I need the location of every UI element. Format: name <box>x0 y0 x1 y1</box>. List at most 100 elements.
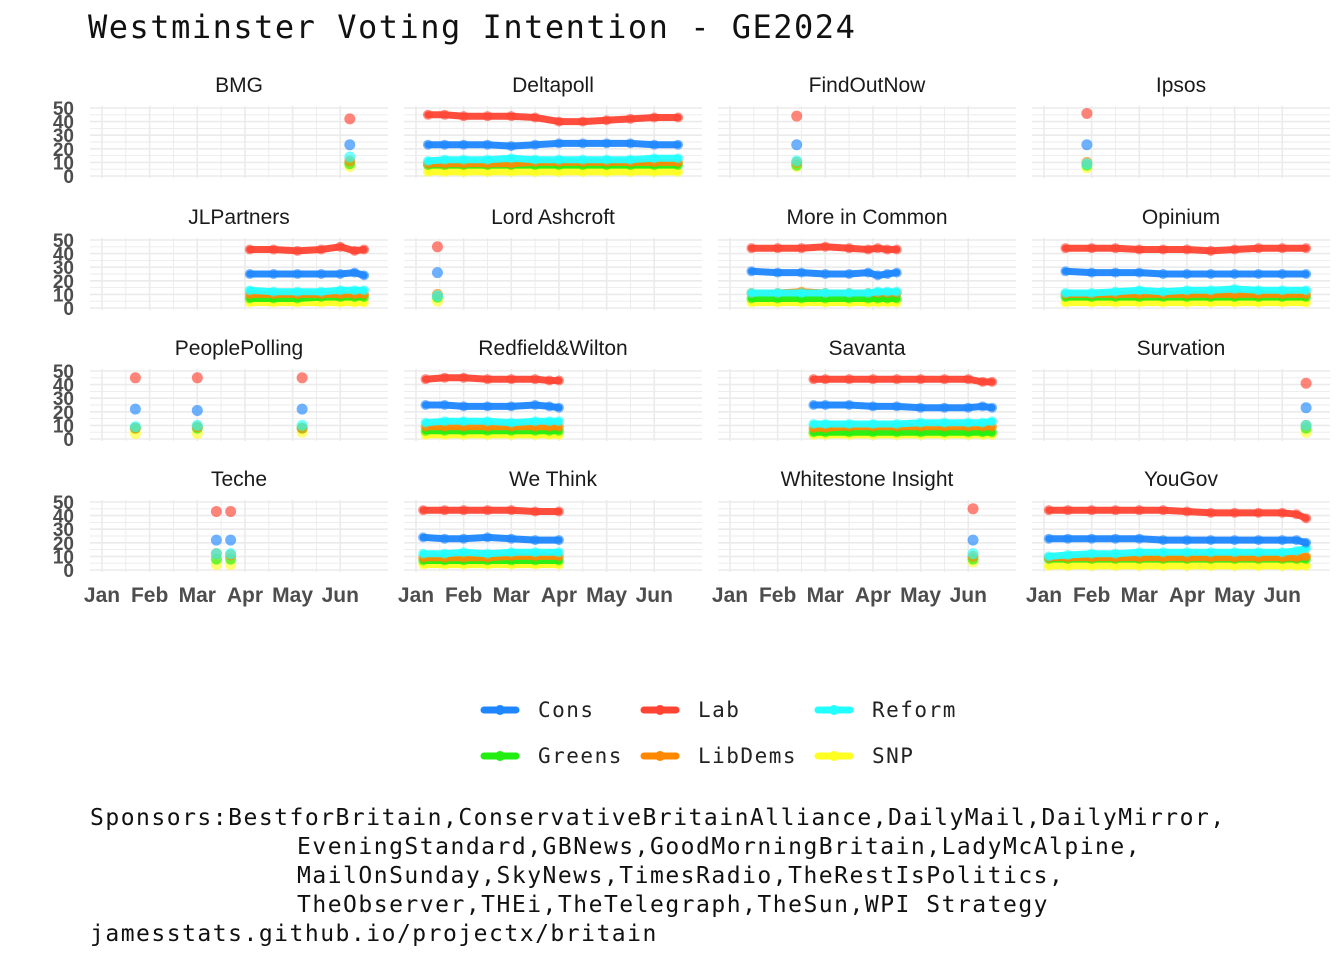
series-reform <box>746 286 902 299</box>
data-point <box>530 154 541 165</box>
data-point <box>506 547 517 558</box>
data-point <box>977 417 988 428</box>
x-tick-label: May <box>272 584 313 607</box>
data-point <box>1301 537 1312 548</box>
legend-label: SNP <box>872 744 914 768</box>
x-tick-label: Apr <box>855 584 891 607</box>
data-point <box>820 288 831 299</box>
data-point <box>458 505 469 516</box>
panel-title: Redfield&Wilton <box>478 337 627 360</box>
series-cons <box>210 534 237 546</box>
data-point <box>1229 507 1240 518</box>
data-point <box>335 241 346 252</box>
data-point <box>292 245 303 256</box>
legend-key-point <box>655 751 665 761</box>
data-point <box>1181 506 1192 517</box>
series-line <box>809 401 996 412</box>
panel-grid <box>404 238 702 310</box>
legend-key-point <box>495 705 505 715</box>
series-reform <box>244 285 370 297</box>
data-point <box>796 267 807 278</box>
data-point <box>820 374 831 385</box>
data-point <box>915 374 926 385</box>
series-reform <box>1043 543 1312 562</box>
series-reform <box>1300 419 1312 431</box>
data-point <box>316 269 327 279</box>
x-tick-label: Jan <box>1026 584 1062 607</box>
data-point <box>458 154 469 165</box>
y-tick-label: 40 <box>53 376 74 397</box>
data-point <box>506 505 517 516</box>
series-cons <box>431 267 443 279</box>
data-point <box>420 374 431 385</box>
data-point <box>420 417 431 428</box>
x-tick-label: Apr <box>227 584 263 607</box>
data-point <box>844 400 855 410</box>
series-reform <box>967 548 979 560</box>
data-point <box>359 270 370 281</box>
y-tick-label: 30 <box>53 126 74 147</box>
series-reform <box>129 419 308 433</box>
caption-sponsors-line: TheObserver,THEi,TheTelegraph,TheSun,WPI… <box>297 892 1049 918</box>
data-point <box>1086 505 1097 516</box>
data-point <box>601 138 612 149</box>
data-point <box>349 245 360 256</box>
data-point <box>1277 269 1288 279</box>
data-point <box>1229 535 1240 546</box>
data-point <box>506 533 517 544</box>
data-point <box>1300 419 1312 431</box>
y-tick-label: 30 <box>53 258 74 279</box>
data-point <box>530 547 541 558</box>
series-line <box>809 417 996 428</box>
data-point <box>601 154 612 165</box>
data-point <box>987 402 998 413</box>
data-point <box>292 269 303 279</box>
data-point <box>1205 535 1216 546</box>
data-point <box>458 401 469 412</box>
data-point <box>1043 533 1054 544</box>
data-point <box>349 285 360 296</box>
data-point <box>225 506 237 518</box>
y-tick-label: 20 <box>53 272 74 293</box>
data-point <box>1277 507 1288 518</box>
data-point <box>1062 505 1073 516</box>
series-cons <box>422 138 684 152</box>
series-line <box>809 375 996 386</box>
y-tick-label: 50 <box>53 493 74 514</box>
data-point <box>867 419 878 430</box>
data-point <box>867 374 878 385</box>
panel-more-in-common: More in Common <box>718 206 1016 310</box>
y-tick-label: 50 <box>53 231 74 252</box>
series-reform <box>422 153 684 167</box>
data-point <box>673 153 684 164</box>
data-point <box>977 376 988 387</box>
caption-sponsors-line: MailOnSunday,SkyNews,TimesRadio,TheRestI… <box>297 863 1064 889</box>
series-reform <box>791 155 803 167</box>
data-point <box>1110 548 1121 559</box>
data-point <box>129 372 141 384</box>
data-point <box>1158 244 1169 255</box>
data-point <box>577 138 588 149</box>
data-point <box>772 267 783 278</box>
panel-yougov: YouGov Jan Feb Mar Apr May Jun <box>1026 468 1330 607</box>
x-tick-label: May <box>586 584 627 607</box>
panel-we-think: We Think Jan Feb Mar Apr May Jun <box>398 468 702 607</box>
data-point <box>746 288 757 299</box>
data-point <box>316 244 327 255</box>
data-point <box>1060 243 1071 254</box>
data-point <box>506 417 517 428</box>
data-point <box>1291 545 1302 556</box>
panel-title: YouGov <box>1144 468 1218 491</box>
data-point <box>344 139 356 151</box>
series-cons <box>1081 139 1093 151</box>
series-cons <box>791 139 803 151</box>
series-lab <box>1300 377 1312 389</box>
panel-title: Teche <box>211 468 267 491</box>
data-point <box>458 416 469 427</box>
panel-title: Whitestone Insight <box>781 468 954 491</box>
data-point <box>1158 269 1169 279</box>
